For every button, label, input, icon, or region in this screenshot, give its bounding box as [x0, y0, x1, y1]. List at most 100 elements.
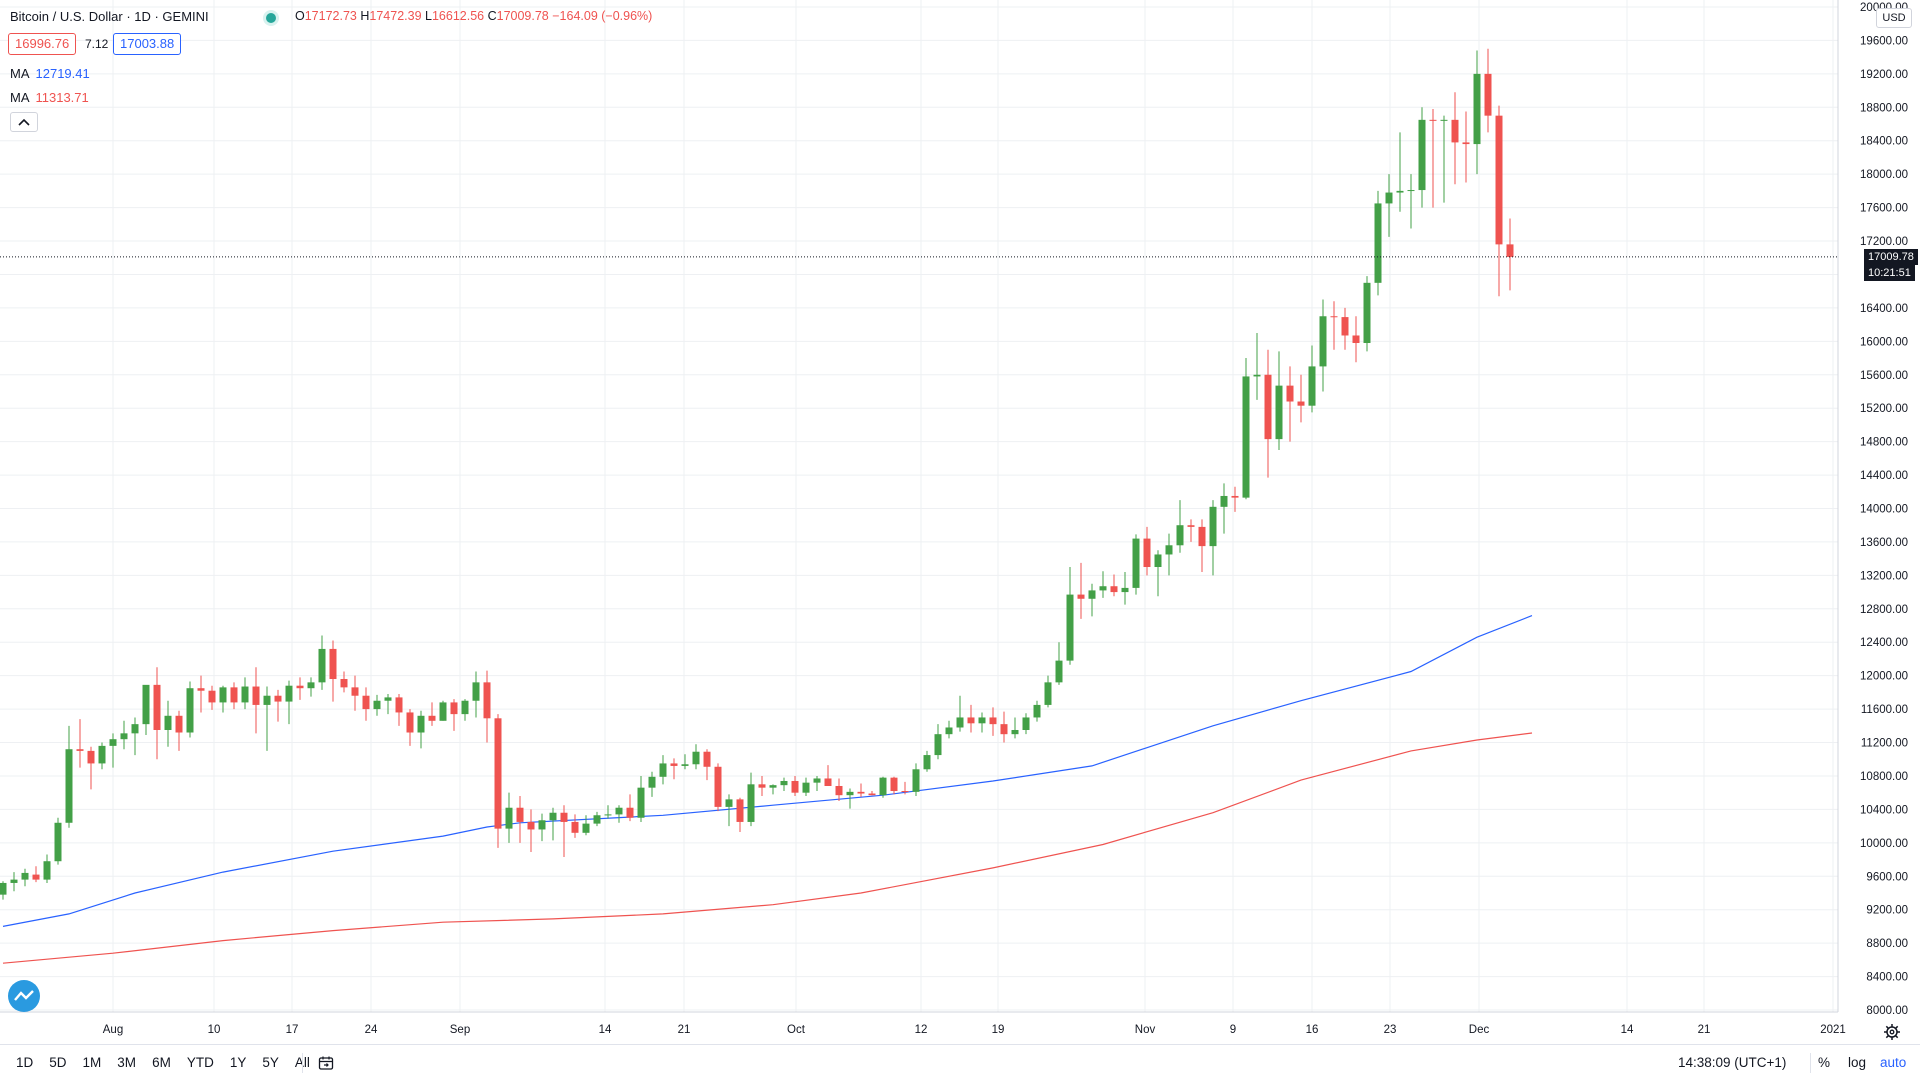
candle [0, 881, 7, 900]
candle [648, 771, 656, 797]
range-5d[interactable]: 5D [49, 1055, 67, 1070]
candle-body [120, 733, 128, 740]
price-tick-label: 17200.00 [1860, 236, 1908, 248]
candle-body [1429, 119, 1437, 121]
candle [76, 719, 84, 768]
candle [340, 671, 348, 693]
range-ytd[interactable]: YTD [186, 1055, 214, 1070]
candle-body [1088, 590, 1096, 599]
candle [1319, 299, 1327, 392]
timezone-clock[interactable]: 14:38:09 (UTC+1) [1678, 1055, 1787, 1070]
candle-body [1000, 724, 1008, 735]
candle [923, 750, 931, 772]
candle-body [846, 791, 854, 796]
ma1-legend[interactable]: MA 12719.41 [10, 66, 90, 81]
price-tick-label: 16400.00 [1860, 303, 1908, 315]
logo-wave-icon [14, 990, 34, 1001]
candle [1363, 276, 1371, 352]
candle-body [1033, 704, 1041, 718]
range-5y[interactable]: 5Y [262, 1055, 279, 1070]
buy-button[interactable]: 17003.88 [113, 33, 182, 55]
candle [824, 765, 832, 786]
candle-body [538, 820, 546, 830]
price-tick-label: 10800.00 [1860, 771, 1908, 783]
sell-button[interactable]: 16996.76 [8, 33, 77, 55]
candle-body [956, 717, 964, 728]
candle-body [626, 807, 634, 818]
go-to-date-icon[interactable] [316, 1053, 336, 1073]
candle [417, 710, 425, 749]
candle [857, 783, 865, 797]
candle-body [208, 690, 216, 703]
candle-body [241, 686, 249, 703]
ma2-legend[interactable]: MA 11313.71 [10, 90, 89, 105]
currency-button[interactable]: USD [1876, 8, 1912, 28]
candle-body [318, 648, 326, 683]
price-tick-label: 9200.00 [1866, 905, 1908, 917]
candle [505, 792, 513, 843]
time-tick-label: 2021 [1820, 1024, 1846, 1036]
price-tick-label: 10400.00 [1860, 804, 1908, 816]
candle [1418, 107, 1426, 208]
range-1d[interactable]: 1D [16, 1055, 34, 1070]
price-tick-label: 12800.00 [1860, 604, 1908, 616]
candle-body [989, 717, 997, 725]
range-3m[interactable]: 3M [117, 1055, 137, 1070]
candle-body [153, 684, 161, 730]
candle-body [450, 702, 458, 715]
price-tick-label: 16000.00 [1860, 336, 1908, 348]
range-1m[interactable]: 1M [82, 1055, 102, 1070]
percent-scale-toggle[interactable]: % [1818, 1055, 1831, 1070]
candle [384, 694, 392, 715]
candle [230, 682, 238, 710]
candle-body [1077, 594, 1085, 599]
candle-body [582, 823, 590, 833]
log-scale-toggle[interactable]: log [1848, 1055, 1867, 1070]
range-1y[interactable]: 1Y [229, 1055, 247, 1070]
candle-body [1407, 190, 1415, 192]
open-label: O [295, 9, 305, 23]
candle [1132, 534, 1140, 595]
spread-value: 7.12 [85, 37, 109, 51]
candle [1088, 583, 1096, 617]
time-tick-label: 21 [1698, 1024, 1711, 1036]
candle [483, 670, 491, 743]
candle-body [890, 777, 898, 792]
candle [1286, 366, 1294, 442]
candle-body [428, 715, 436, 721]
candle-body [340, 679, 348, 688]
gear-icon[interactable] [1880, 1020, 1904, 1044]
candle-body [879, 777, 887, 796]
ma2-value: 11313.71 [35, 90, 89, 105]
candle [747, 772, 755, 827]
candle-body [1044, 682, 1052, 705]
candle-body [87, 750, 95, 764]
candle-body [1143, 538, 1151, 568]
candle [373, 694, 381, 716]
price-chart[interactable]: 8000.00 8400.00 8800.00 9200.00 9600.00 10000… [0, 0, 1920, 1044]
collapse-legend-button[interactable] [10, 112, 38, 132]
market-status-icon[interactable] [266, 13, 276, 23]
ma1-value: 12719.41 [35, 66, 90, 81]
tradingview-logo-icon[interactable] [8, 980, 40, 1012]
price-tick-label: 17600.00 [1860, 203, 1908, 215]
candle [659, 755, 667, 785]
candle [219, 685, 227, 713]
symbol-title[interactable]: Bitcoin / U.S. Dollar · 1D · GEMINI [10, 9, 209, 24]
candle [241, 677, 249, 710]
candle [703, 749, 711, 781]
bar-countdown-tag: 10:21:51 [1864, 264, 1915, 281]
candle [1165, 533, 1173, 576]
range-6m[interactable]: 6M [152, 1055, 171, 1070]
candle [307, 677, 315, 697]
auto-scale-toggle[interactable]: auto [1880, 1055, 1907, 1070]
candle-body [76, 749, 84, 751]
time-tick-label: Sep [450, 1024, 470, 1036]
candle-body [1099, 586, 1107, 591]
low-label: L [425, 9, 432, 23]
candle-body [1187, 525, 1195, 527]
candle [109, 733, 117, 768]
candle [769, 784, 777, 795]
candle-body [670, 763, 678, 766]
candle-body [923, 755, 931, 770]
